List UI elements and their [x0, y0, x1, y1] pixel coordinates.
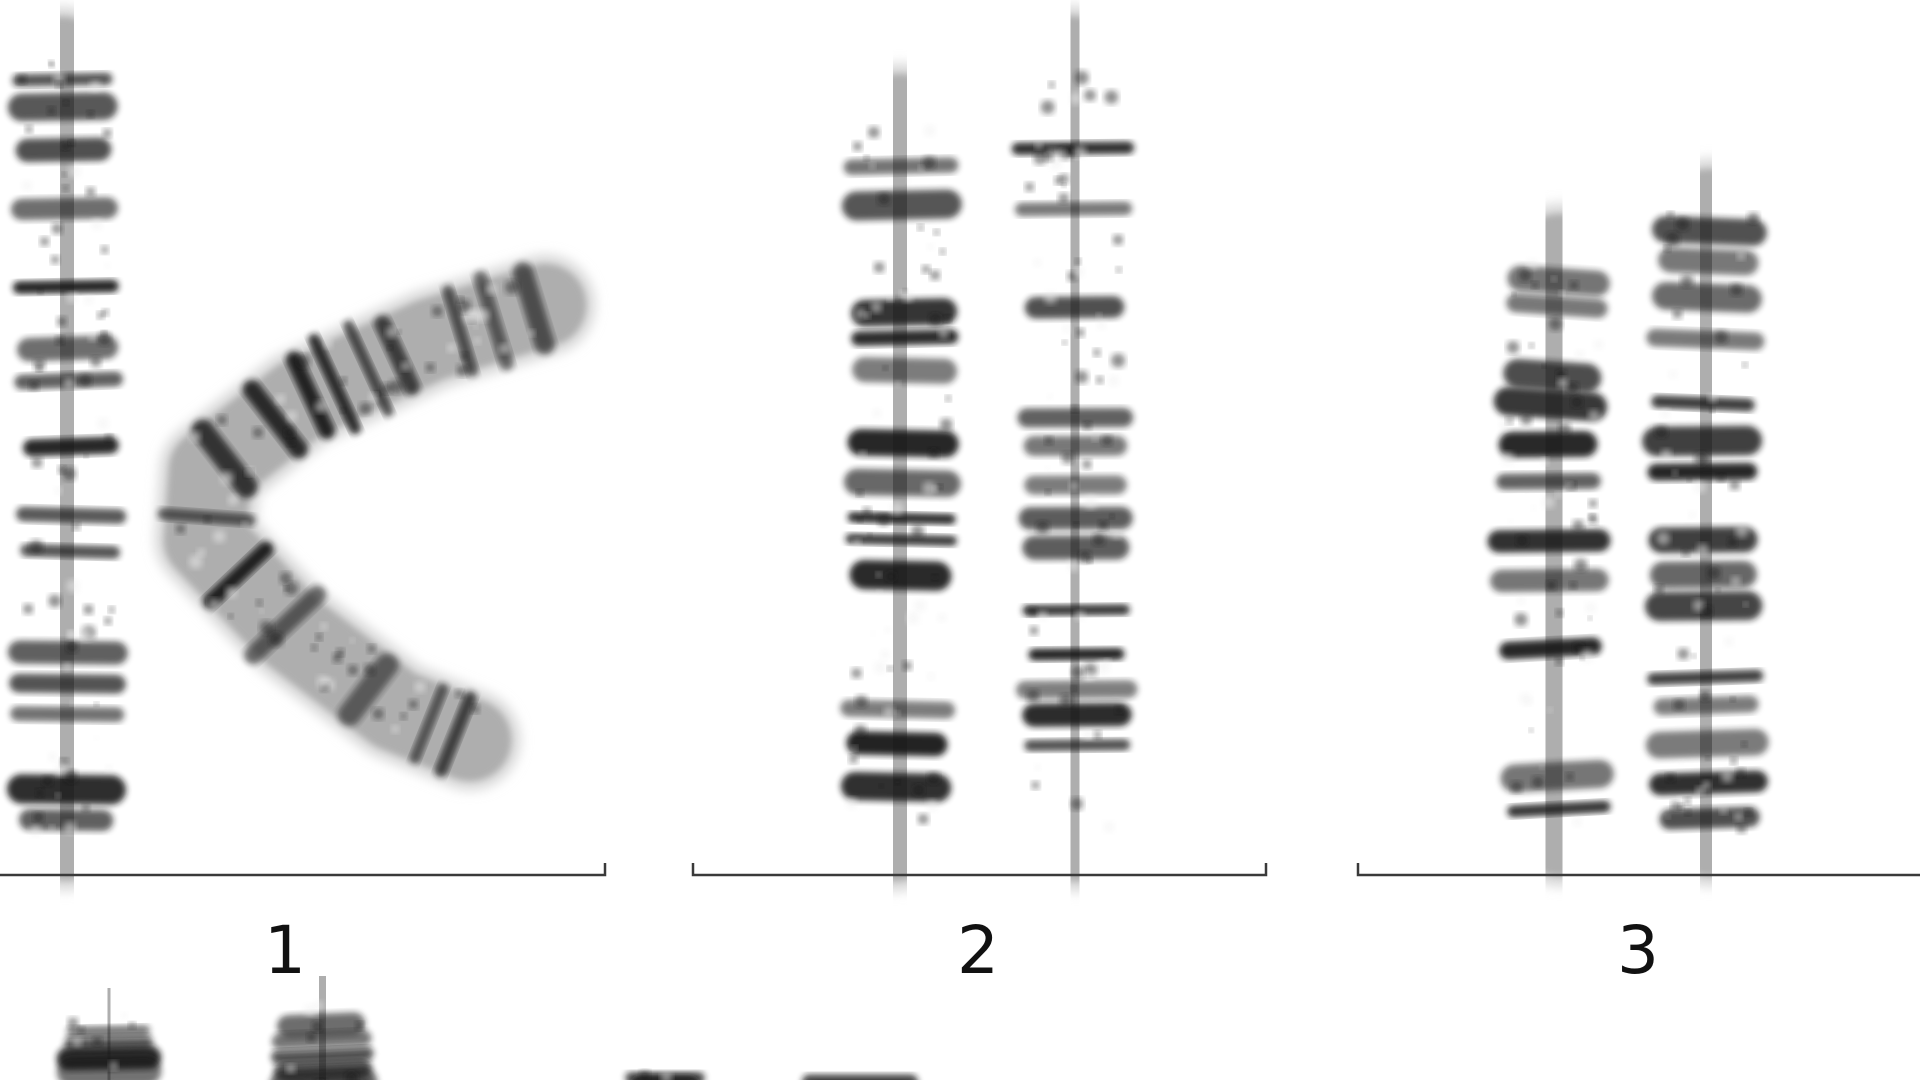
chromosome-partial-b [269, 950, 378, 1080]
chromosome-partial-a [56, 962, 162, 1080]
chromosome-1a [6, 7, 128, 890]
pair-label-2: 2 [957, 912, 999, 989]
pair-bracket-1 [0, 863, 607, 877]
chromosome-3b [1642, 159, 1769, 886]
chromosome-partial-d [802, 1010, 918, 1080]
chromosome-2a [839, 64, 962, 891]
chromosome-partial-c [625, 1035, 705, 1080]
pair-bracket-3 [1356, 863, 1920, 877]
pair-label-3: 3 [1617, 912, 1659, 989]
pair-bracket-2 [691, 863, 1268, 877]
chromosome-2b [1011, 6, 1138, 891]
chromosome-1b [155, 255, 595, 790]
chromosome-3a [1487, 204, 1616, 886]
pair-label-1: 1 [264, 912, 306, 989]
